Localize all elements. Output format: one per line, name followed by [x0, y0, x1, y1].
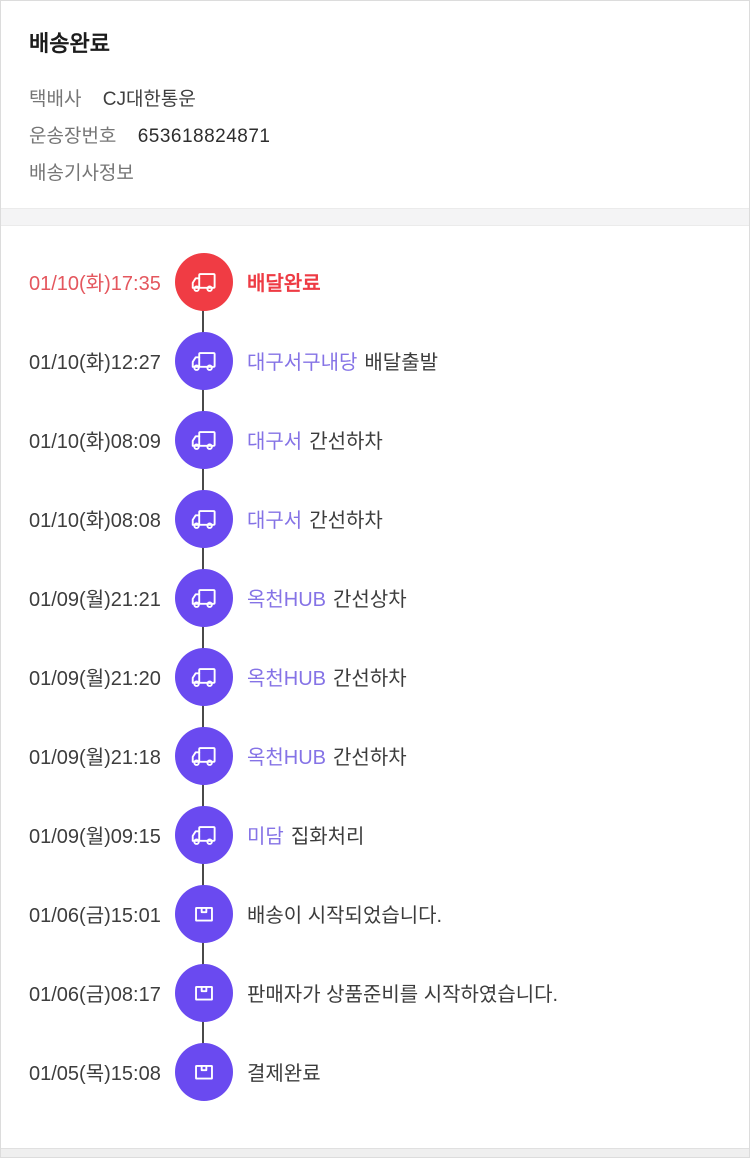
event-location: 옥천HUB — [247, 589, 327, 611]
page-title: 배송완료 — [29, 31, 110, 56]
timeline-node — [175, 489, 233, 548]
event-status: 대구서 간선하차 — [247, 504, 383, 533]
box-icon — [195, 985, 213, 1000]
event-status-text: 간선하차 — [333, 668, 407, 690]
timeline-row: 01/09(월)21:18 옥천HUB 간선하차 — [1, 716, 749, 795]
box-icon — [195, 1064, 213, 1079]
event-date: 01/06(금)08:17 — [29, 984, 161, 1006]
event-status: 옥천HUB 간선하차 — [247, 741, 407, 770]
tracking-number-label: 운송장번호 — [29, 126, 117, 147]
event-date: 01/09(월)09:15 — [29, 826, 161, 848]
timeline-node — [175, 410, 233, 469]
timeline-node — [175, 963, 233, 1022]
timeline-row: 01/06(금)15:01 배송이 시작되었습니다. — [1, 874, 749, 953]
truck-icon — [191, 746, 216, 766]
tracking-number-row: 운송장번호 653618824871 — [29, 118, 749, 155]
timeline-row: 01/09(월)21:20 옥천HUB 간선하차 — [1, 637, 749, 716]
timeline-node — [175, 884, 233, 943]
driver-info-row: 배송기사정보 — [29, 155, 749, 192]
timeline-row: 01/09(월)09:15 미담 집화처리 — [1, 795, 749, 874]
timeline-node — [175, 805, 233, 864]
timeline-row: 01/09(월)21:21 옥천HUB 간선상차 — [1, 558, 749, 637]
event-status-text: 배송이 시작되었습니다. — [247, 905, 443, 927]
truck-icon — [191, 825, 216, 845]
truck-icon — [191, 588, 216, 608]
event-status: 판매자가 상품준비를 시작하였습니다. — [247, 978, 558, 1007]
event-status-text: 간선상차 — [333, 589, 407, 611]
event-status-text: 결제완료 — [247, 1063, 321, 1085]
event-date: 01/10(화)08:09 — [29, 431, 161, 453]
event-status-text: 집화처리 — [290, 826, 365, 848]
event-status-text: 간선하차 — [333, 747, 407, 769]
event-status-text: 간선하차 — [309, 431, 383, 453]
tracking-number-value: 653618824871 — [137, 126, 271, 147]
event-date: 01/09(월)21:20 — [29, 668, 161, 690]
timeline-row: 01/05(목)15:08 결제완료 — [1, 1032, 749, 1111]
timeline-row: 01/10(화)08:08 대구서 간선하차 — [1, 479, 749, 558]
event-status-text: 배달출발 — [364, 352, 439, 374]
shipment-meta: 택배사 CJ대한통운 운송장번호 653618824871 배송기사정보 — [29, 81, 749, 192]
event-date: 01/06(금)15:01 — [29, 905, 161, 927]
event-status-text: 판매자가 상품준비를 시작하였습니다. — [247, 984, 559, 1006]
timeline-node — [175, 568, 233, 627]
timeline-node — [175, 252, 233, 311]
event-location: 대구서구내당 — [247, 352, 358, 374]
timeline-row: 01/10(화)12:27 대구서구내당 배달출발 — [1, 321, 749, 400]
event-status: 미담 집화처리 — [247, 820, 364, 849]
truck-icon — [191, 430, 216, 450]
truck-icon — [191, 509, 216, 529]
event-status: 대구서 간선하차 — [247, 425, 383, 454]
event-location: 대구서 — [247, 431, 303, 453]
event-status-text: 배달완료 — [247, 273, 321, 295]
event-date: 01/10(화)08:08 — [29, 510, 161, 532]
event-location: 미담 — [247, 826, 284, 848]
section-divider — [1, 208, 749, 226]
event-date: 01/05(목)15:08 — [29, 1063, 161, 1085]
event-date: 01/09(월)21:21 — [29, 589, 161, 611]
box-icon — [195, 906, 213, 921]
truck-icon — [191, 351, 216, 371]
truck-icon — [191, 667, 216, 687]
timeline-node — [175, 331, 233, 390]
event-date: 01/10(화)17:35 — [29, 273, 161, 295]
driver-info-link[interactable]: 배송기사정보 — [29, 163, 134, 184]
event-status: 옥천HUB 간선상차 — [247, 583, 407, 612]
timeline-row: 01/10(화)08:09 대구서 간선하차 — [1, 400, 749, 479]
timeline-row: 01/06(금)08:17 판매자가 상품준비를 시작하였습니다. — [1, 953, 749, 1032]
event-date: 01/09(월)21:18 — [29, 747, 161, 769]
timeline-node — [175, 647, 233, 706]
shipment-header: 배송완료 택배사 CJ대한통운 운송장번호 653618824871 배송기사정… — [1, 1, 749, 192]
courier-row: 택배사 CJ대한통운 — [29, 81, 749, 118]
event-status: 옥천HUB 간선하차 — [247, 662, 407, 691]
event-location: 대구서 — [247, 510, 303, 532]
tracking-timeline: 01/10(화)17:35 배달완료 01/10(화)12:27 — [1, 226, 749, 1111]
truck-icon — [191, 272, 216, 292]
event-status: 배송이 시작되었습니다. — [247, 899, 442, 928]
timeline-node — [175, 726, 233, 785]
event-status: 배달완료 — [247, 267, 321, 296]
courier-label: 택배사 — [29, 89, 82, 110]
event-location: 옥천HUB — [247, 668, 327, 690]
event-status: 대구서구내당 배달출발 — [247, 346, 438, 375]
event-status-text: 간선하차 — [309, 510, 383, 532]
timeline-node — [175, 1042, 233, 1101]
event-date: 01/10(화)12:27 — [29, 352, 161, 374]
bottom-edge-strip — [1, 1148, 749, 1157]
event-location: 옥천HUB — [247, 747, 327, 769]
event-status: 결제완료 — [247, 1057, 321, 1086]
timeline-row: 01/10(화)17:35 배달완료 — [1, 242, 749, 321]
courier-value: CJ대한통운 — [102, 89, 196, 110]
